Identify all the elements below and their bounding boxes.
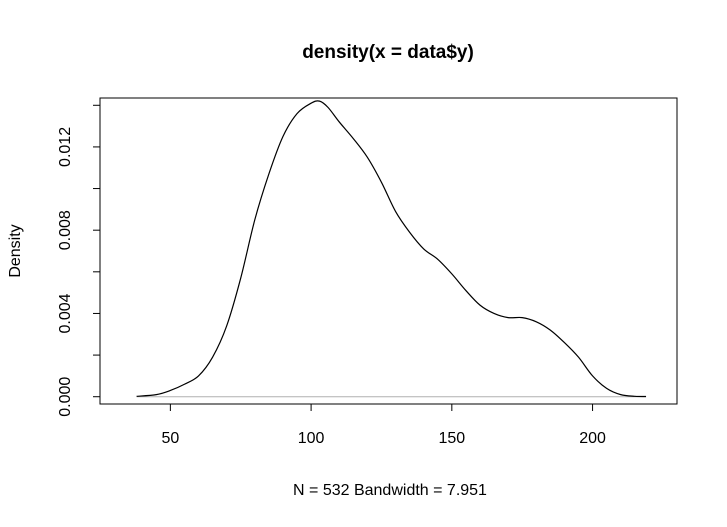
- x-tick-label: 200: [579, 430, 606, 447]
- y-axis-label: Density: [7, 224, 24, 277]
- x-tick-label: 50: [161, 430, 179, 447]
- chart-title: density(x = data$y): [302, 42, 474, 63]
- y-tick-label: 0.000: [57, 377, 74, 417]
- y-axis: 0.000 0.004 0.008 0.012: [57, 104, 101, 417]
- x-axis-label: N = 532 Bandwidth = 7.951: [293, 482, 487, 499]
- y-tick-label: 0.004: [57, 293, 74, 333]
- y-tick-label: 0.008: [57, 210, 74, 250]
- x-axis: 50 100 150 200: [161, 403, 606, 447]
- y-tick-label: 0.012: [57, 127, 74, 167]
- plot-frame: [99, 97, 678, 405]
- x-tick-label: 100: [298, 430, 325, 447]
- x-tick-label: 150: [438, 430, 465, 447]
- density-curve: [136, 100, 647, 398]
